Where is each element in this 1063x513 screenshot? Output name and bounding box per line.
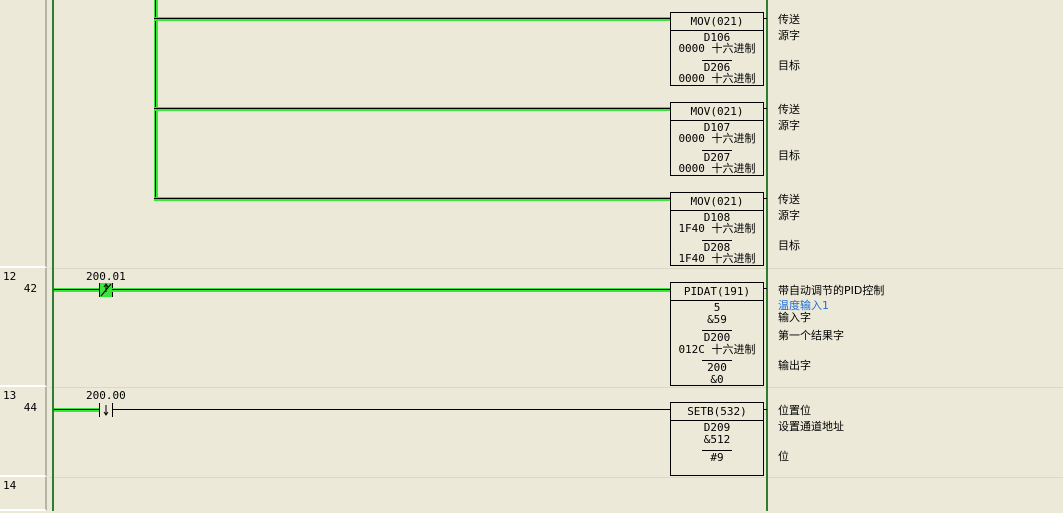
instruction-comment: 传送 [778, 103, 800, 116]
operand-value: 0000 十六进制 [678, 162, 756, 175]
instruction-setb[interactable]: SETB(532) D209 &512 #9 [670, 402, 764, 476]
operand-comment: 目标 [778, 149, 800, 162]
rung-gutter-12[interactable]: 12 42 [0, 268, 47, 387]
symbol-comment: 温度输入1 [778, 299, 829, 312]
operand-comment: 源字 [778, 119, 800, 132]
left-power-rail [52, 0, 54, 511]
contact-address: 200.00 [86, 389, 126, 402]
operand-value: 0000 十六进制 [678, 72, 756, 85]
operand: 200 [707, 361, 727, 374]
operand-comment: 源字 [778, 29, 800, 42]
branch-bus [154, 0, 158, 201]
operand-comment: 目标 [778, 59, 800, 72]
contact-address: 200.01 [86, 270, 126, 283]
operand-divider [702, 60, 732, 61]
wire [54, 288, 100, 292]
operand-comment: 设置通道地址 [778, 420, 844, 433]
down-arrow-icon [103, 405, 109, 416]
operand: D207 [703, 151, 731, 164]
wire [112, 409, 670, 410]
operand-value: 0000 十六进制 [678, 132, 756, 145]
operand-comment: 第一个结果字 [778, 329, 844, 342]
operand: D209 [703, 421, 731, 434]
contact-slash-icon [100, 283, 112, 297]
instruction-comment: 位置位 [778, 404, 811, 417]
output-tick [763, 108, 767, 109]
instruction-name: SETB(532) [671, 403, 763, 421]
operand: #9 [710, 451, 724, 464]
instruction-comment: 传送 [778, 193, 800, 206]
instruction-comment: 带自动调节的PID控制 [778, 284, 885, 297]
operand: D107 [703, 121, 731, 134]
wire [154, 107, 670, 111]
rung-gutter-11 [0, 0, 47, 268]
no-down-contact[interactable] [99, 403, 113, 417]
output-tick [763, 18, 767, 19]
rung-number: 13 [3, 389, 17, 402]
output-tick [763, 288, 767, 289]
operand: D200 [703, 331, 731, 344]
operand-value: 0000 十六进制 [678, 42, 756, 55]
step-number: 42 [23, 282, 37, 295]
wire [154, 17, 670, 21]
wire [112, 288, 670, 292]
wire [54, 408, 100, 412]
rung-separator [49, 268, 1063, 269]
instruction-name: PIDAT(191) [671, 283, 763, 301]
operand-comment: 输入字 [778, 311, 811, 324]
operand-value: 012C 十六进制 [678, 343, 756, 356]
operand: D106 [703, 31, 731, 44]
operand-comment: 位 [778, 450, 789, 463]
instruction-mov-1[interactable]: MOV(021) D106 0000 十六进制 D206 0000 十六进制 [670, 12, 764, 86]
instruction-name: MOV(021) [671, 13, 763, 31]
instruction-pidat[interactable]: PIDAT(191) 5 &59 D200 012C 十六进制 200 &0 [670, 282, 764, 386]
rung-separator [49, 387, 1063, 388]
output-tick [763, 409, 767, 410]
operand: 5 [713, 301, 721, 314]
rung-gutter-14[interactable]: 14 [0, 477, 47, 511]
operand-divider [702, 450, 732, 451]
operand: D206 [703, 61, 731, 74]
operand: D208 [703, 241, 731, 254]
operand: &0 [710, 373, 724, 386]
instruction-name: MOV(021) [671, 193, 763, 211]
rung-separator [49, 477, 1063, 478]
output-tick [763, 198, 767, 199]
operand-comment: 源字 [778, 209, 800, 222]
operand-comment: 目标 [778, 239, 800, 252]
step-number: 44 [23, 401, 37, 414]
operand-comment: 输出字 [778, 359, 811, 372]
operand-divider [702, 330, 732, 331]
operand-value: 1F40 十六进制 [678, 222, 756, 235]
operand-divider [702, 150, 732, 151]
operand: D108 [703, 211, 731, 224]
rung-number: 14 [3, 479, 17, 492]
instruction-mov-3[interactable]: MOV(021) D108 1F40 十六进制 D208 1F40 十六进制 [670, 192, 764, 266]
operand: &512 [703, 433, 731, 446]
operand-divider [702, 240, 732, 241]
instruction-comment: 传送 [778, 13, 800, 26]
operand-divider [702, 360, 732, 361]
operand-value: 1F40 十六进制 [678, 252, 756, 265]
right-power-rail [766, 0, 768, 511]
rung-number: 12 [3, 270, 17, 283]
nc-up-contact[interactable] [99, 283, 113, 297]
rung-gutter-13[interactable]: 13 44 [0, 387, 47, 477]
instruction-name: MOV(021) [671, 103, 763, 121]
instruction-mov-2[interactable]: MOV(021) D107 0000 十六进制 D207 0000 十六进制 [670, 102, 764, 176]
wire [154, 197, 670, 201]
operand: &59 [707, 313, 727, 326]
